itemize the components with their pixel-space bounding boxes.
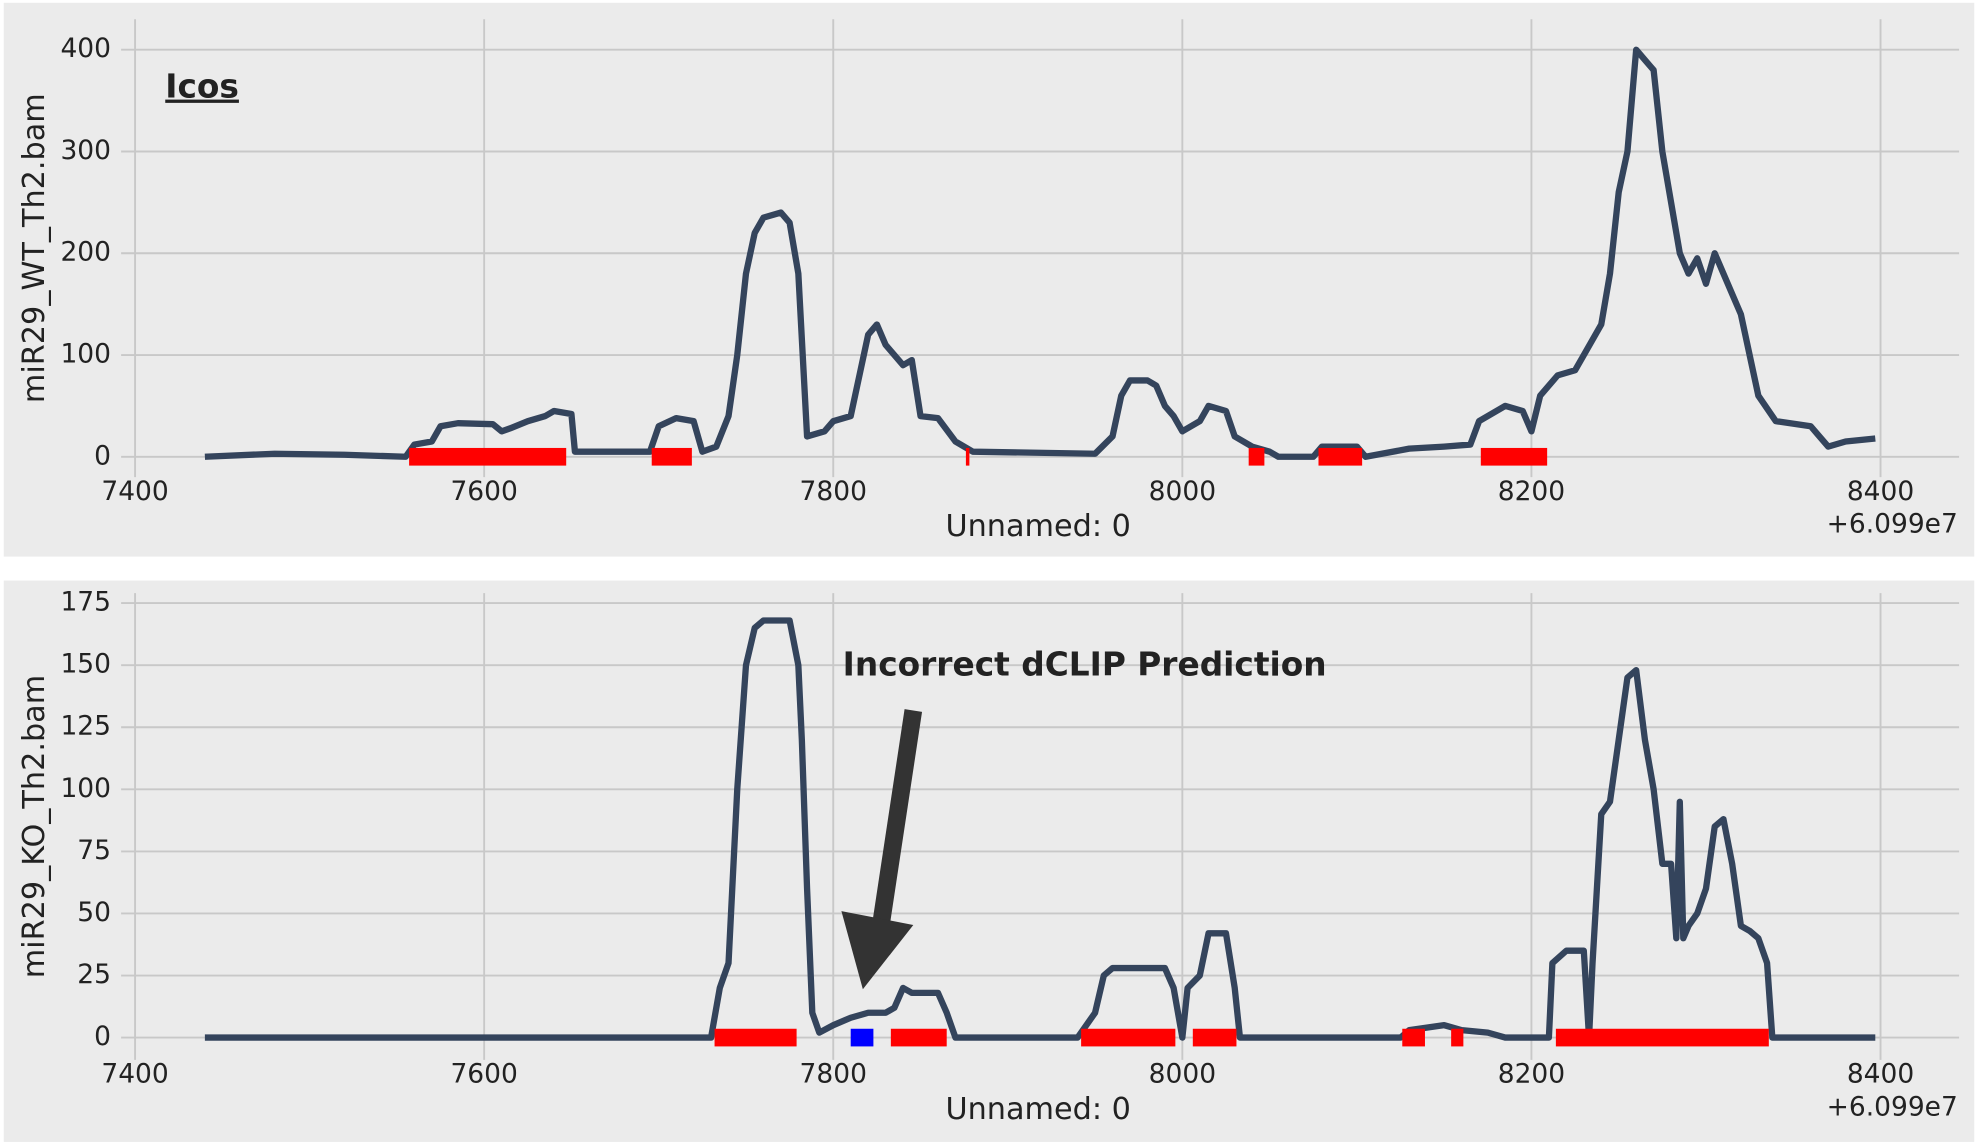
- y-tick-label: 0: [94, 440, 111, 471]
- data-line: [204, 617, 1876, 1041]
- y-axis-label: miR29_WT_Th2.bam: [17, 93, 52, 403]
- y-tick-label: 300: [60, 135, 111, 166]
- annotation: Incorrect dCLIP Prediction: [843, 645, 1327, 683]
- x-tick-label: 8000: [1149, 476, 1216, 507]
- region: [409, 447, 567, 466]
- offset-text: +6.099e7: [1827, 509, 1958, 540]
- region: [1248, 447, 1265, 466]
- x-axis-label: Unnamed: 0: [945, 1092, 1130, 1127]
- plots: 7400 7600 7800 8000 8200 8400 0 100 200 300 400 Unn…: [17, 19, 1960, 1127]
- x-tick-label: 8200: [1498, 476, 1565, 507]
- data-line: [204, 46, 1876, 460]
- y-tick-label: 175: [60, 587, 111, 618]
- region: [1480, 447, 1548, 466]
- y-tick-label: 100: [60, 773, 111, 804]
- x-tick-label: 8200: [1498, 1059, 1565, 1090]
- region: [1192, 1028, 1237, 1047]
- region: [651, 447, 692, 466]
- x-tick-label: 7600: [450, 476, 517, 507]
- y-tick-label: 400: [60, 33, 111, 64]
- x-tick-label: 8400: [1847, 476, 1914, 507]
- y-tick-label: 50: [77, 897, 111, 928]
- y-tick-label: 100: [60, 339, 111, 370]
- x-tick-label: 7400: [101, 476, 168, 507]
- x-tick-label: 7600: [450, 1059, 517, 1090]
- y-axis-label: miR29_KO_Th2.bam: [17, 675, 52, 979]
- region: [890, 1028, 947, 1047]
- region: [1081, 1028, 1176, 1047]
- x-tick-label: 8000: [1149, 1059, 1216, 1090]
- region: [1318, 447, 1363, 466]
- y-tick-label: 200: [60, 237, 111, 268]
- y-tick-label: 0: [94, 1021, 111, 1052]
- y-tick-label: 75: [77, 835, 111, 866]
- region: [850, 1028, 874, 1047]
- region: [965, 447, 970, 466]
- arrow-shaft: [871, 709, 923, 929]
- x-tick-label: 7800: [800, 476, 867, 507]
- region: [1555, 1028, 1769, 1047]
- region: [714, 1028, 797, 1047]
- y-tick-label: 150: [60, 649, 111, 680]
- x-tick-label: 7800: [800, 1059, 867, 1090]
- arrow-head: [841, 911, 914, 990]
- offset-text: +6.099e7: [1827, 1091, 1958, 1122]
- x-tick-label: 7400: [101, 1059, 168, 1090]
- region: [1451, 1028, 1464, 1047]
- y-tick-label: 25: [77, 959, 111, 990]
- annotation: Icos: [165, 68, 239, 106]
- region: [1402, 1028, 1425, 1047]
- y-tick-label: 125: [60, 711, 111, 742]
- x-axis-label: Unnamed: 0: [945, 509, 1130, 544]
- x-tick-label: 8400: [1847, 1059, 1914, 1090]
- panel-background: [3, 580, 1975, 1142]
- panel-background: [3, 2, 1975, 557]
